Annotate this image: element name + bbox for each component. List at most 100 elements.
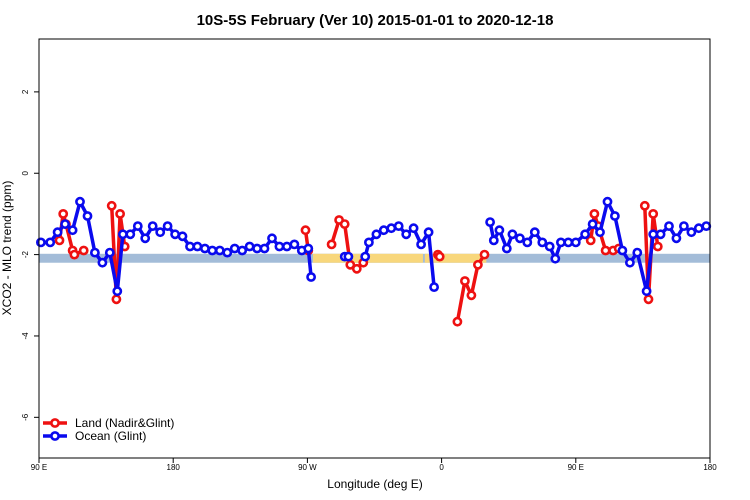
series-1-point-3-21 — [632, 247, 643, 258]
y-tick-label-1: 0 — [21, 170, 30, 175]
series-1-point-0-27 — [237, 245, 248, 256]
series-1-point-3-13 — [570, 237, 581, 248]
legend: Land (Nadir&Glint)Ocean (Glint) — [43, 416, 174, 443]
series-1-point-0-10 — [112, 286, 123, 297]
series-1-point-0-37 — [306, 272, 316, 282]
series-0-point-5-1 — [434, 251, 445, 262]
series-1-point-0-7 — [90, 247, 100, 258]
series-1-point-0-34 — [289, 239, 300, 250]
series-0-point-4-2 — [339, 219, 350, 229]
series-0-point-9-0 — [639, 200, 650, 211]
legend-marker-0 — [50, 418, 60, 428]
series-1-point-3-10 — [550, 253, 561, 264]
series-1-point-0-6 — [82, 211, 93, 221]
series-1-point-3-7 — [529, 227, 540, 238]
y-tick-label-4: -6 — [21, 413, 30, 421]
series-1-point-2-2 — [371, 229, 382, 240]
series-1-point-0-22 — [199, 243, 210, 254]
series-1-point-3-0 — [485, 217, 495, 227]
series-1-point-3-20 — [625, 257, 635, 268]
series-1-point-2-6 — [401, 229, 412, 240]
series-1-point-0-16 — [155, 227, 166, 238]
series-0-point-1-0 — [69, 249, 80, 260]
series-0-point-6-2 — [466, 290, 477, 301]
series-1-point-0-28 — [244, 241, 255, 252]
series-0-point-6-4 — [479, 249, 490, 260]
series-1-point-2-8 — [416, 239, 426, 250]
land-band-1 — [424, 253, 487, 263]
series-1-point-0-2 — [52, 227, 63, 238]
series-0-point-4-4 — [351, 263, 362, 274]
x-axis-label: Longitude (deg E) — [327, 477, 422, 491]
series-0-point-7-0 — [585, 235, 596, 246]
series-1-point-0-21 — [192, 241, 203, 252]
plot-frame — [38, 38, 711, 459]
y-axis-label: XCO2 - MLO trend (ppm) — [0, 181, 14, 316]
series-0-point-1-1 — [78, 245, 89, 256]
series-1-point-3-26 — [671, 233, 682, 244]
series-1-point-3-25 — [664, 221, 674, 231]
series-0-point-3-0 — [300, 225, 311, 236]
series-1-point-0-31 — [267, 233, 277, 244]
series-1-point-0-3 — [60, 219, 70, 229]
series-0-point-6-1 — [459, 276, 470, 286]
series-1-point-3-16 — [595, 227, 605, 238]
series-1-point-3-14 — [580, 229, 590, 240]
x-tick-label-5: 180 — [703, 463, 717, 472]
series-1-point-3-6 — [522, 237, 533, 248]
legend-label-1: Ocean (Glint) — [75, 429, 146, 443]
y-axis: 2 0 -2 -4 -6 — [21, 89, 39, 421]
series-0 — [54, 200, 663, 327]
series-1-point-3-28 — [686, 227, 697, 238]
series-1-point-2-5 — [393, 221, 404, 231]
x-tick-label-1: 180 — [167, 463, 181, 472]
legend-label-0: Land (Nadir&Glint) — [75, 416, 174, 430]
series-1-point-0-19 — [177, 231, 188, 242]
series-1-point-0-23 — [207, 245, 218, 256]
series-1-point-0-14 — [140, 233, 151, 244]
series-0-point-2-0 — [106, 200, 117, 211]
series-0-point-0-1 — [58, 208, 69, 219]
series-1-point-0-25 — [222, 247, 233, 258]
series-1-point-0-5 — [75, 196, 85, 207]
series-1-point-0-17 — [162, 221, 173, 231]
series-1-point-0-4 — [67, 225, 78, 236]
series-0-point-2-1 — [111, 294, 122, 305]
series-1-point-3-15 — [587, 219, 598, 229]
series-1-point-3-24 — [655, 229, 666, 240]
series-1-point-0-33 — [281, 241, 292, 252]
series-0-point-0-0 — [54, 235, 65, 246]
series-1-point-3-18 — [610, 211, 620, 221]
series-1-point-3-29 — [693, 223, 704, 234]
x-tick-label-2: 90 W — [298, 463, 317, 472]
series-1-point-3-1 — [488, 235, 499, 246]
series-1-point-3-5 — [515, 233, 525, 244]
x-tick-label-3: 0 — [439, 463, 444, 472]
series-1-point-2-1 — [363, 237, 374, 248]
chart-title: 10S-5S February (Ver 10) 2015-01-01 to 2… — [197, 12, 554, 29]
series-1-point-0-8 — [97, 257, 108, 268]
series-0-point-7-3 — [600, 245, 611, 256]
series-1-point-3-8 — [537, 237, 548, 248]
x-tick-label-4: 90 E — [568, 463, 584, 472]
series-1-point-0-36 — [303, 243, 314, 254]
series-1-point-3-19 — [617, 245, 628, 256]
series-1-point-3-30 — [701, 221, 712, 231]
series-1-point-0-32 — [274, 241, 285, 252]
series-1-point-3-4 — [507, 229, 518, 240]
series-1-point-0-15 — [147, 221, 158, 231]
series-1-point-0-0 — [36, 237, 46, 248]
y-tick-label-3: -4 — [21, 332, 30, 340]
series-1-point-3-22 — [641, 286, 652, 297]
series-1-point-0-30 — [259, 243, 270, 254]
series-layer — [36, 196, 712, 327]
series-0-point-6-3 — [472, 259, 483, 270]
series-1-point-0-18 — [170, 229, 180, 240]
series-0-point-9-3 — [652, 241, 663, 252]
series-1-point-2-7 — [408, 223, 419, 234]
x-tick-label-0: 90 E — [31, 463, 47, 472]
series-1-point-0-24 — [214, 245, 225, 256]
series-1-point-1-1 — [343, 251, 354, 262]
series-1-point-0-1 — [45, 237, 56, 248]
series-0-point-2-2 — [115, 208, 125, 219]
